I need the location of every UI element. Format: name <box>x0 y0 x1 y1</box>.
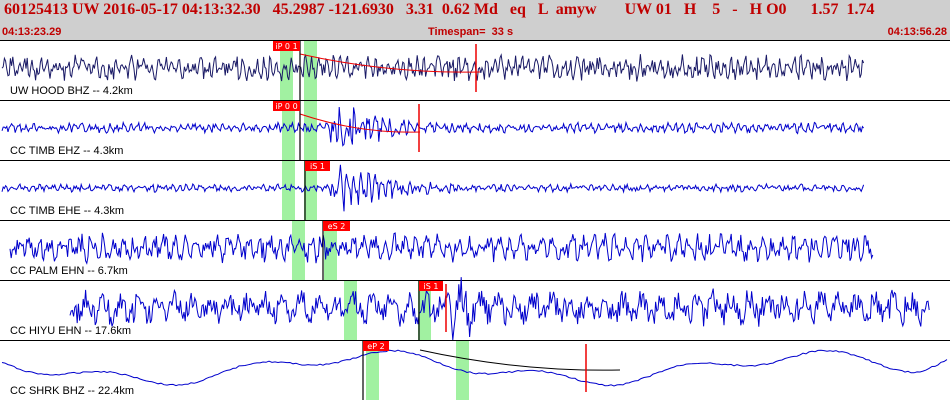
timespan-label: Timespan= 33 s <box>428 26 514 38</box>
coda-decay-curve <box>419 349 621 371</box>
coda-decay-curve <box>299 53 481 73</box>
pick-label: iS 1 <box>310 162 325 171</box>
pick-window-shade <box>344 281 357 340</box>
pick-flag[interactable] <box>323 221 350 231</box>
pick-label: eP 2 <box>367 342 384 351</box>
waveform-trace[interactable] <box>1 53 865 82</box>
end-time: 04:13:56.28 <box>887 26 947 38</box>
station-label: CC TIMB EHZ -- 4.3km <box>10 145 124 157</box>
waveform-trace[interactable] <box>69 277 930 341</box>
pick-flag[interactable] <box>363 341 389 351</box>
station-label: CC SHRK BHZ -- 22.4km <box>10 385 135 397</box>
pick-window-shade <box>282 161 295 220</box>
pick-label: iP 0 1 <box>275 42 297 51</box>
pick-label: eS 2 <box>328 222 346 231</box>
start-time: 04:13:23.29 <box>2 26 62 38</box>
pick-window-shade <box>304 161 317 220</box>
station-label: UW HOOD BHZ -- 4.2km <box>10 85 133 97</box>
station-label: CC HIYU EHN -- 17.6km <box>10 325 132 337</box>
waveform-trace[interactable] <box>1 349 948 387</box>
pick-label: iS 1 <box>424 282 439 291</box>
station-label: CC PALM EHN -- 6.7km <box>10 265 128 277</box>
event-header: 60125413 UW 2016-05-17 04:13:32.30 45.29… <box>0 0 950 40</box>
pick-flag[interactable] <box>273 41 300 51</box>
waveform-trace[interactable] <box>9 232 874 265</box>
waveform-trace[interactable] <box>1 164 865 212</box>
pick-window-shade <box>304 41 317 100</box>
event-summary-line: 60125413 UW 2016-05-17 04:13:32.30 45.29… <box>4 1 875 18</box>
coda-decay-curve <box>299 113 421 133</box>
pick-window-shade <box>366 341 379 400</box>
pick-flag[interactable] <box>273 101 300 111</box>
pick-label: iP 0 0 <box>275 102 297 111</box>
pick-flag[interactable] <box>419 281 443 291</box>
pick-flag[interactable] <box>305 161 330 171</box>
pick-window-shade <box>292 221 305 280</box>
waveform-trace[interactable] <box>1 106 864 147</box>
station-label: CC TIMB EHE -- 4.3km <box>10 205 125 217</box>
